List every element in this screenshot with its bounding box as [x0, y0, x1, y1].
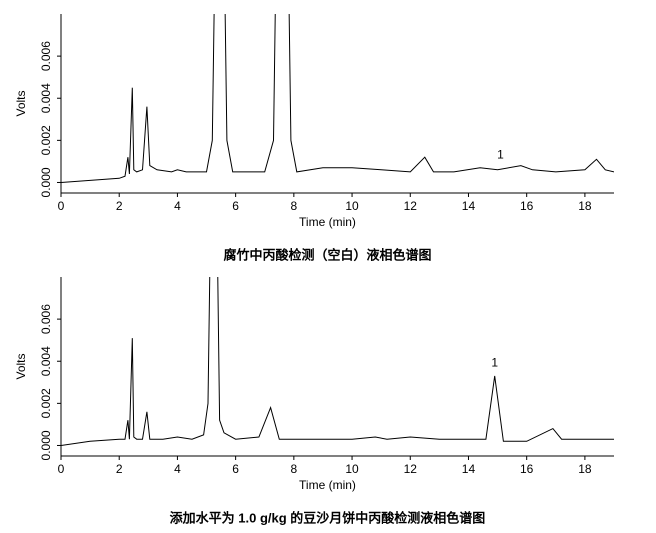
x-tick-label: 12	[404, 462, 418, 476]
x-axis-label: Time (min)	[299, 215, 356, 229]
x-axis-label: Time (min)	[299, 478, 356, 492]
y-axis-label: Volts	[14, 90, 28, 116]
x-tick-label: 2	[116, 462, 123, 476]
x-tick-label: 6	[232, 199, 239, 213]
peak-annotation: 1	[491, 356, 498, 370]
x-tick-label: 10	[345, 199, 359, 213]
x-tick-label: 10	[345, 462, 359, 476]
x-tick-label: 18	[578, 462, 592, 476]
peak-annotation: 1	[497, 147, 504, 161]
y-tick-label: 0.006	[39, 304, 53, 334]
chromatogram-line	[61, 14, 614, 183]
x-tick-label: 14	[462, 199, 476, 213]
x-tick-label: 6	[232, 462, 239, 476]
x-tick-label: 4	[174, 462, 181, 476]
x-tick-label: 0	[58, 462, 65, 476]
y-tick-label: 0.006	[39, 41, 53, 71]
x-tick-label: 16	[520, 462, 534, 476]
y-tick-label: 0.004	[39, 346, 53, 376]
y-tick-label: 0.002	[39, 388, 53, 418]
y-tick-label: 0.000	[39, 430, 53, 460]
chromatogram-line	[61, 277, 614, 446]
x-tick-label: 8	[290, 462, 297, 476]
x-tick-label: 14	[462, 462, 476, 476]
x-tick-label: 8	[290, 199, 297, 213]
chart: 0 2 4 6 8 10 12 14 16 18 0.000 0.002 0.004 0.006 Time …	[14, 14, 614, 262]
y-tick-label: 0.000	[39, 167, 53, 197]
x-tick-label: 18	[578, 199, 592, 213]
y-axis-label: Volts	[14, 353, 28, 379]
caption: 添加水平为 1.0 g/kg 的豆沙月饼中丙酸检测液相色谱图	[170, 510, 486, 525]
x-tick-label: 16	[520, 199, 534, 213]
caption: 腐竹中丙酸检测（空白）液相色谱图	[223, 247, 431, 262]
x-tick-label: 2	[116, 199, 123, 213]
y-tick-label: 0.004	[39, 83, 53, 113]
y-tick-label: 0.002	[39, 125, 53, 155]
chart: 0 2 4 6 8 10 12 14 16 18 0.000 0.002 0.004 0.006 Time …	[14, 277, 614, 525]
x-tick-label: 12	[404, 199, 418, 213]
x-tick-label: 4	[174, 199, 181, 213]
x-tick-label: 0	[58, 199, 65, 213]
